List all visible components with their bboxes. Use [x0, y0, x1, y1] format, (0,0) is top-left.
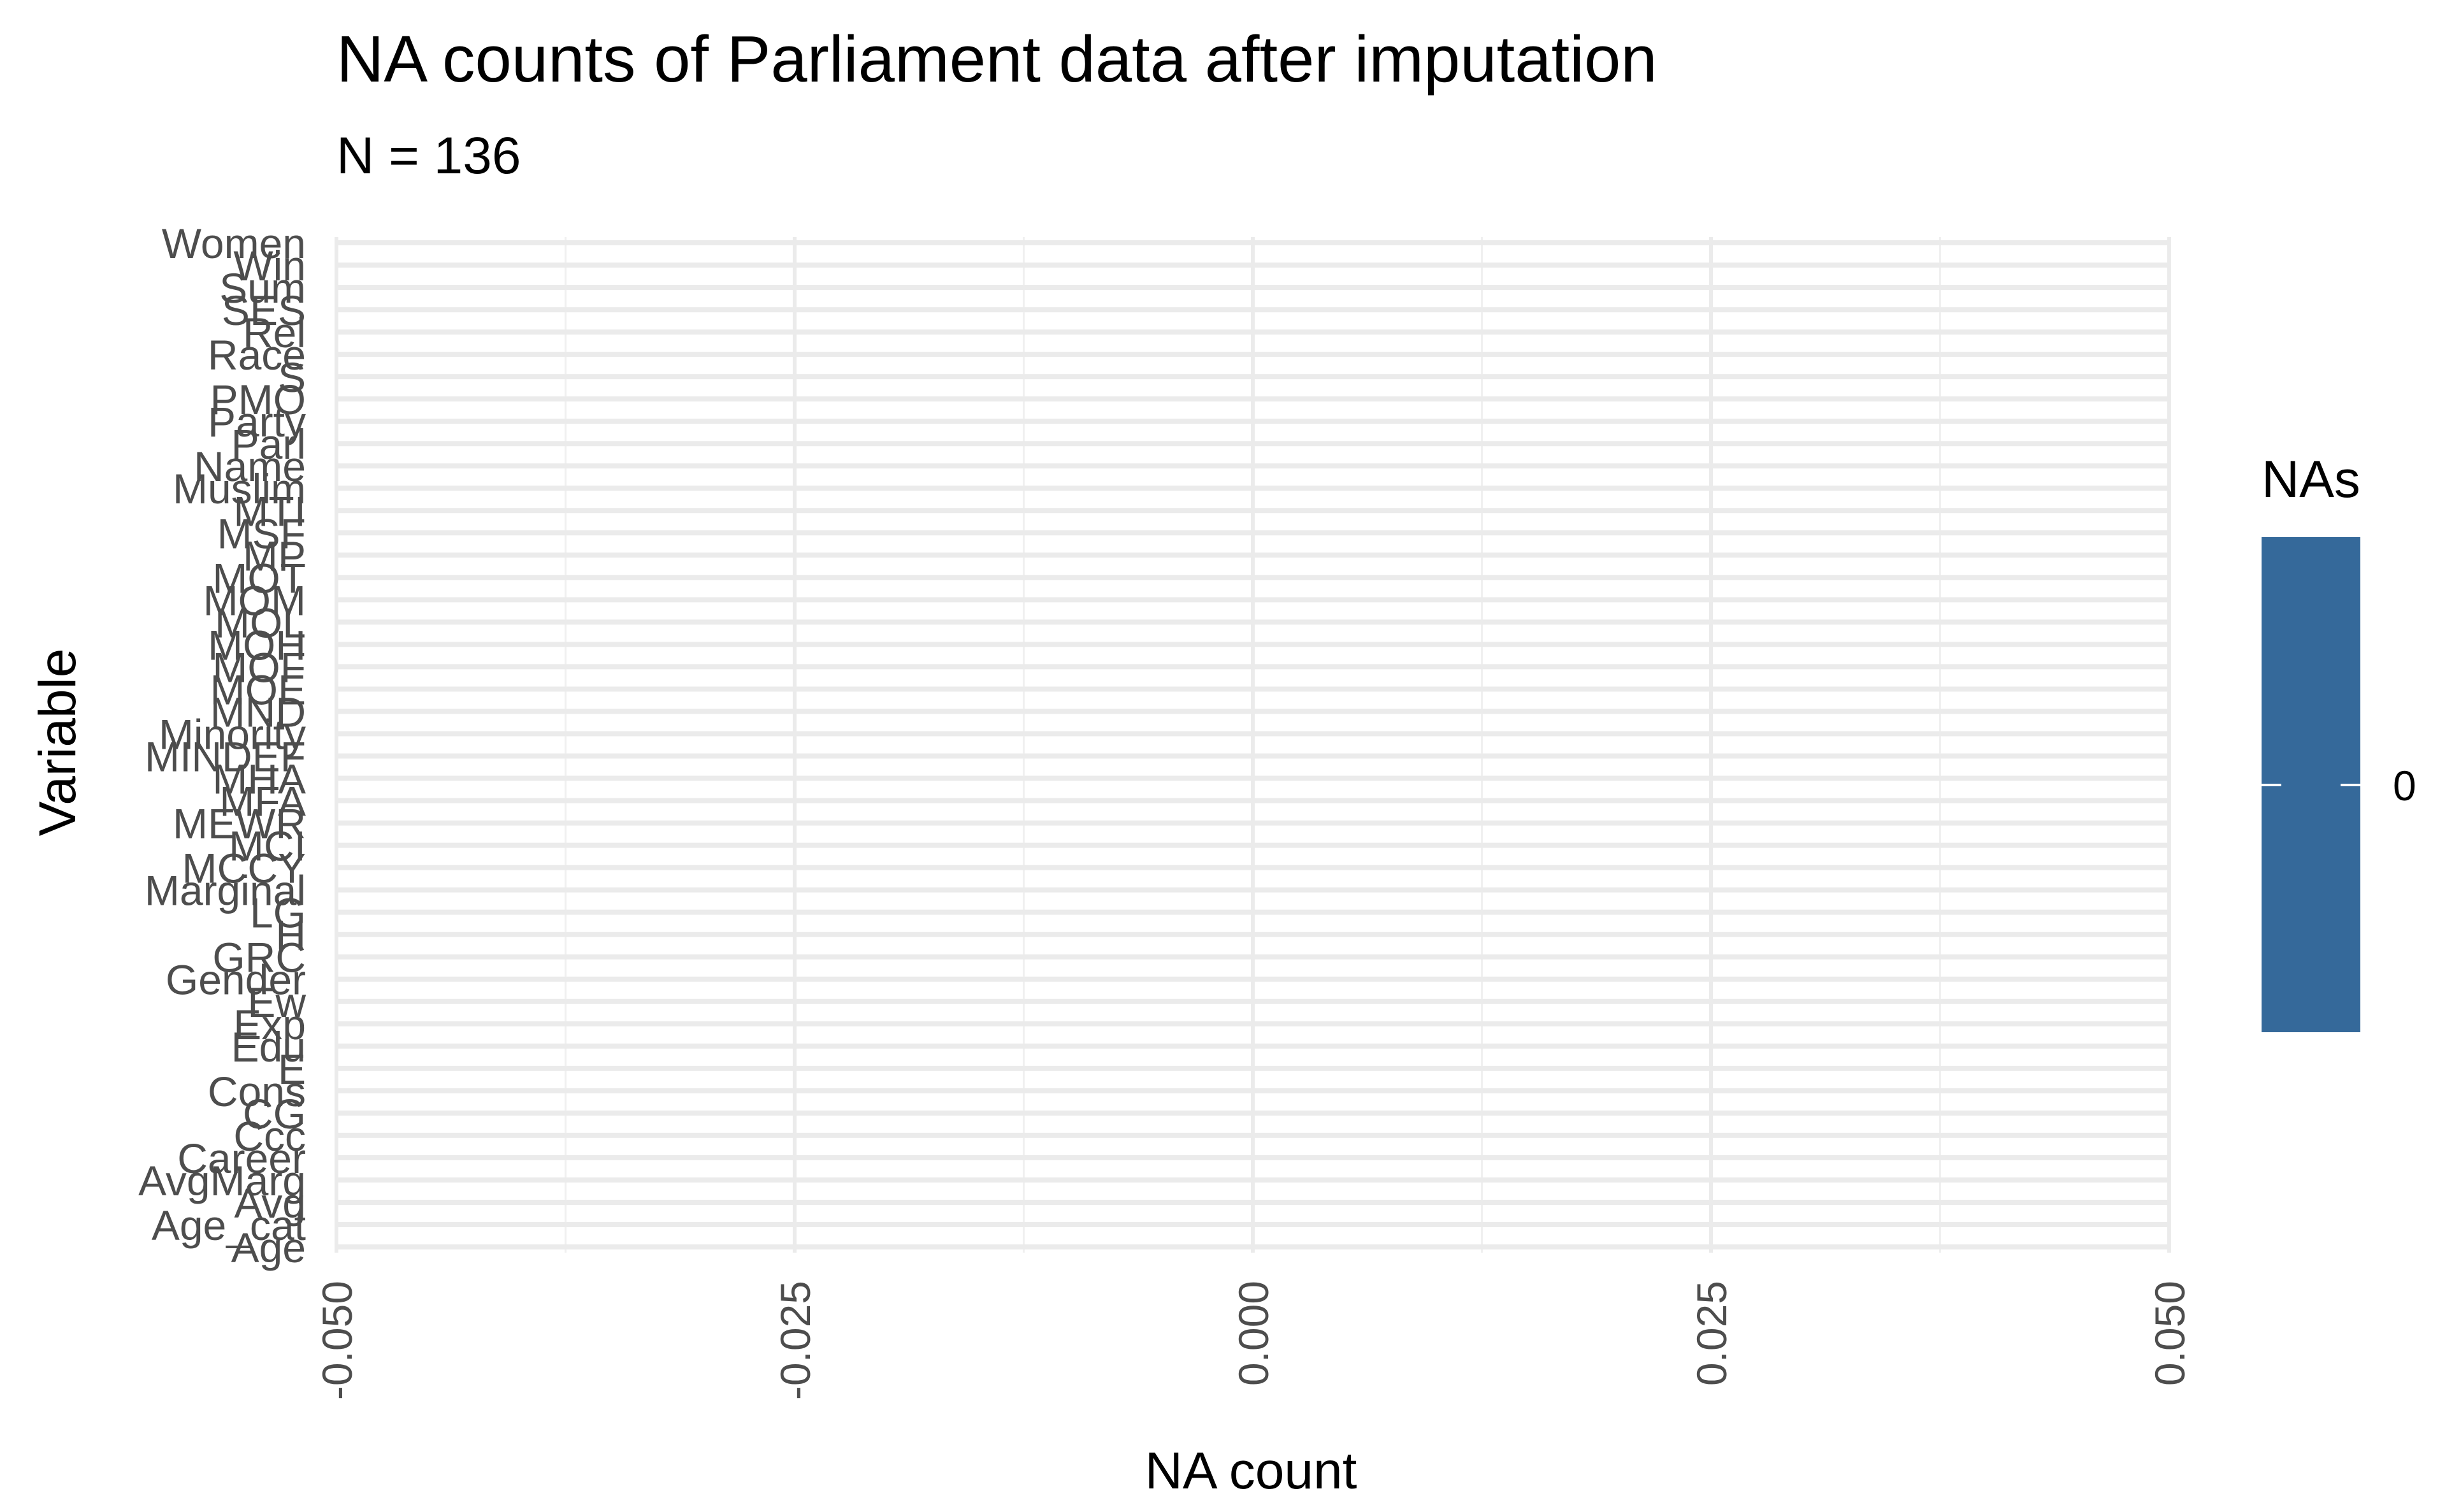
y-tick-label: Cons: [208, 1068, 306, 1115]
chart-title: NA counts of Parliament data after imput…: [336, 22, 1657, 96]
grid: [335, 237, 2171, 1253]
y-tick-label: Ccc: [233, 1112, 306, 1160]
legend-title: NAs: [2262, 450, 2360, 508]
x-tick-label: 0.000: [1230, 1281, 1277, 1386]
y-axis-title: Variable: [29, 649, 87, 837]
y-tick-label: Marginal: [145, 867, 306, 914]
y-tick-label: Minority: [159, 710, 306, 758]
y-tick-label: LG: [250, 889, 306, 937]
y-tick-label: Age: [231, 1224, 306, 1271]
y-tick-label: GRC: [212, 934, 306, 981]
y-tick-label: Edu: [231, 1023, 306, 1070]
y-tick-label: Win: [233, 242, 306, 289]
y-tick-label: H: [275, 912, 306, 959]
y-tick-label: Rel: [243, 309, 306, 356]
y-tick-label: MCI: [229, 823, 306, 870]
legend-label: 0: [2393, 762, 2416, 809]
y-tick-label: Exp: [233, 1001, 306, 1048]
y-axis-ticks: AgeAge_catAvgAvgMargCareerCccCGConsEEduE…: [138, 220, 306, 1271]
y-tick-label: Career: [177, 1135, 306, 1182]
y-tick-label: Ew: [247, 979, 306, 1026]
y-tick-label: MOT: [212, 554, 306, 601]
y-tick-label: CG: [243, 1090, 306, 1137]
legend: NAs 0: [2262, 450, 2416, 1032]
y-tick-label: MFA: [219, 778, 306, 825]
y-tick-label: MHA: [212, 756, 306, 803]
y-tick-label: MTI: [233, 487, 306, 535]
y-tick-label: Name: [194, 443, 306, 490]
y-tick-label: E: [278, 1046, 306, 1093]
y-tick-label: Gender: [166, 956, 306, 1004]
y-tick-label: MP: [243, 532, 306, 579]
y-tick-label: Age_cat: [152, 1202, 306, 1249]
y-tick-label: MOH: [208, 621, 306, 668]
y-tick-label: AvgMarg: [138, 1157, 306, 1204]
y-tick-label: MINDEF: [145, 733, 306, 781]
y-tick-label: Muslim: [173, 465, 306, 512]
y-tick-label: Party: [208, 398, 306, 445]
y-tick-label: MEWR: [173, 800, 306, 847]
y-tick-label: MOL: [215, 599, 306, 646]
y-tick-label: MND: [210, 688, 306, 735]
x-tick-label: -0.050: [314, 1281, 361, 1400]
y-tick-label: S: [278, 354, 306, 401]
y-tick-label: SES: [222, 287, 306, 334]
x-tick-label: -0.025: [772, 1281, 819, 1400]
y-tick-label: MOM: [203, 577, 306, 624]
y-tick-label: MCCY: [182, 845, 306, 892]
y-tick-label: Avg: [234, 1179, 306, 1227]
y-tick-label: Sum: [219, 264, 306, 312]
x-tick-label: 0.050: [2146, 1281, 2193, 1386]
y-tick-label: MOF: [212, 644, 306, 691]
x-axis-title: NA count: [1145, 1442, 1357, 1500]
chart-subtitle: N = 136: [336, 127, 521, 185]
y-tick-label: MOE: [210, 666, 306, 713]
y-tick-label: Parl: [231, 421, 306, 468]
x-tick-label: 0.025: [1688, 1281, 1735, 1386]
x-axis-ticks: -0.050 -0.025 0.000 0.025 0.050: [314, 1281, 2193, 1400]
y-tick-label: Women: [162, 220, 306, 267]
y-tick-label: MSF: [217, 510, 306, 557]
y-tick-label: Race: [208, 331, 306, 378]
y-tick-label: PMO: [210, 376, 306, 423]
